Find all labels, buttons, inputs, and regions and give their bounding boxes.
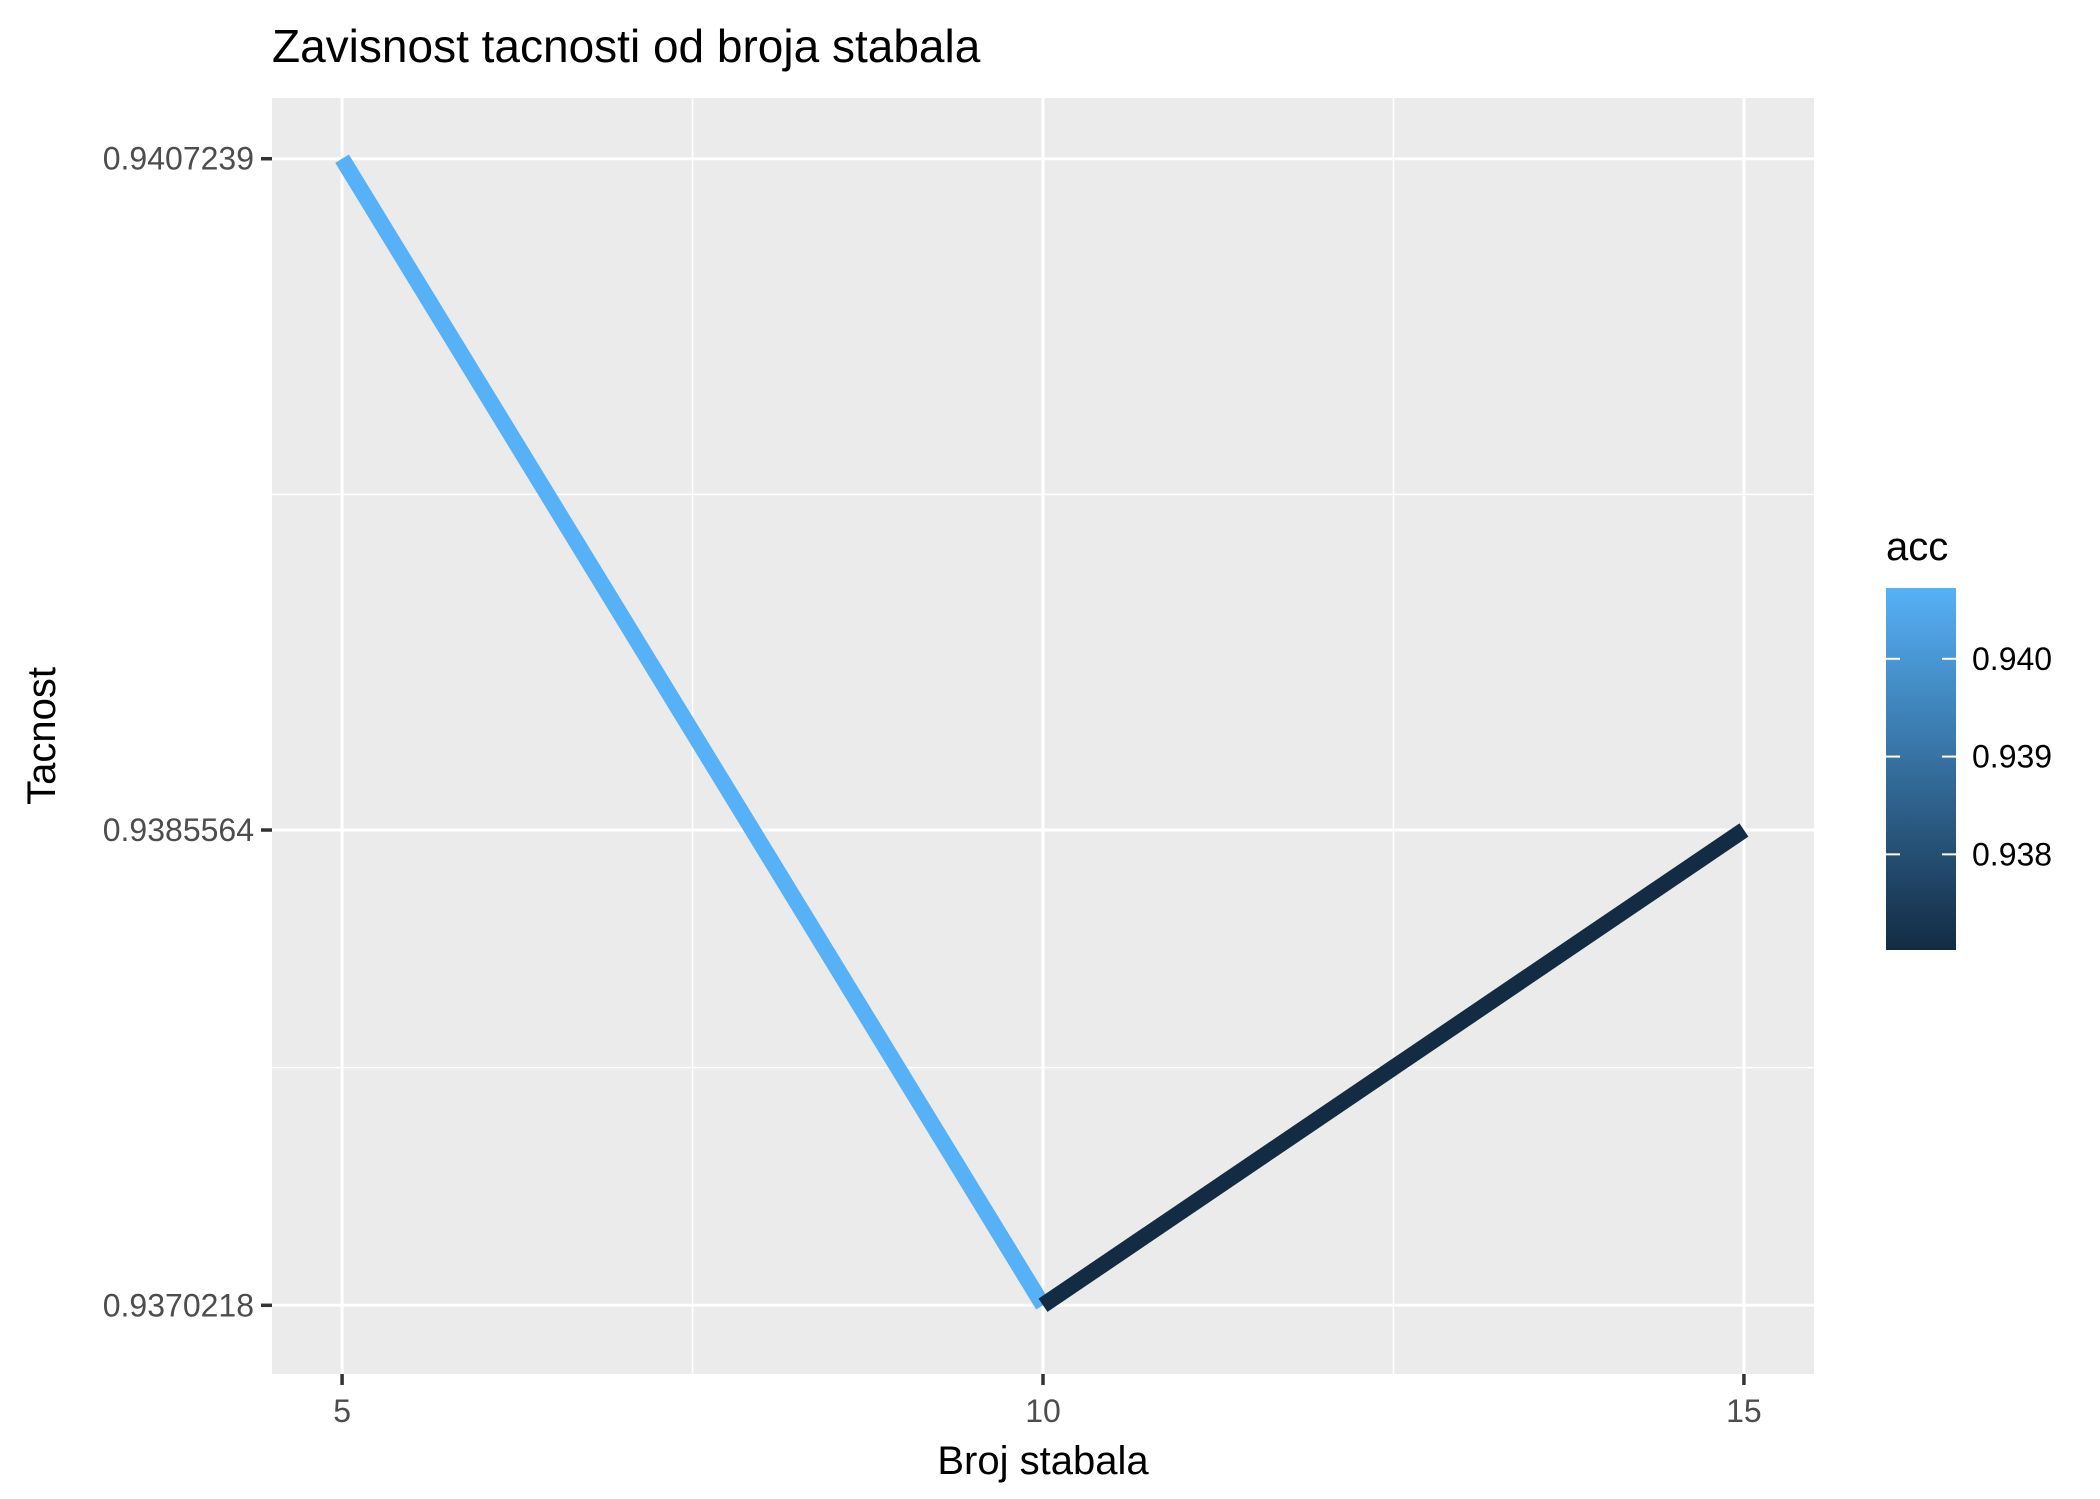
legend-title: acc (1886, 525, 1948, 569)
y-axis: 0.9370218 0.9385564 0.9407239 (103, 141, 272, 1323)
y-tick-label: 0.9370218 (103, 1287, 254, 1323)
legend-label: 0.938 (1972, 836, 2052, 872)
y-tick-label: 0.9385564 (103, 812, 254, 848)
y-axis-title: Tacnost (20, 667, 64, 805)
legend-label: 0.940 (1972, 641, 2052, 677)
x-axis-title: Broj stabala (937, 1439, 1149, 1483)
x-tick-0: 5 (333, 1374, 351, 1429)
series-line-segment (335, 154, 1050, 1310)
legend-tick-1: 0.939 (1886, 739, 2052, 775)
legend-colorbar (1886, 588, 1956, 950)
x-tick-label: 5 (333, 1393, 351, 1429)
y-tick-1: 0.9385564 (103, 812, 272, 848)
series-accuracy (335, 154, 1749, 1312)
legend-label: 0.939 (1972, 739, 2052, 775)
x-tick-label: 15 (1726, 1393, 1762, 1429)
legend-tick-0: 0.940 (1886, 641, 2052, 677)
y-tick-2: 0.9407239 (103, 141, 272, 177)
color-legend: acc 0.940 0.939 0.938 (1886, 525, 2052, 950)
x-axis: 5 10 15 (333, 1374, 1762, 1429)
series-line-segment (1038, 823, 1749, 1312)
x-tick-1: 10 (1025, 1374, 1061, 1429)
x-tick-2: 15 (1726, 1374, 1762, 1429)
chart-title: Zavisnost tacnosti od broja stabala (272, 20, 981, 72)
major-gridlines (272, 98, 1814, 1374)
y-tick-label: 0.9407239 (103, 141, 254, 177)
x-tick-label: 10 (1025, 1393, 1061, 1429)
y-tick-0: 0.9370218 (103, 1287, 272, 1323)
legend-tick-2: 0.938 (1886, 836, 2052, 872)
